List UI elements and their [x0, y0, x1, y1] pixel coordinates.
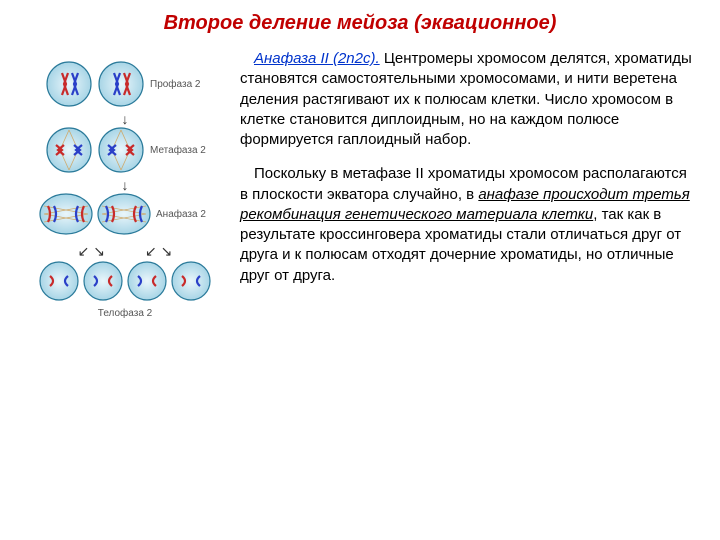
stage-metaphase: Метафаза 2 — [44, 125, 206, 175]
metaphase-cell-1 — [44, 125, 94, 175]
telophase-cell-2 — [82, 260, 124, 302]
content-row: Профаза 2 ↓ — [20, 49, 700, 319]
arrow-icon: ↙ ↘ — [145, 243, 172, 260]
telophase-cell-3 — [126, 260, 168, 302]
prophase-cells — [44, 59, 146, 109]
anaphase-cell-2 — [96, 191, 152, 237]
page-title: Второе деление мейоза (эквационное) — [20, 12, 700, 35]
paragraph-2: Поскольку в метафазе II хроматиды хромос… — [240, 164, 692, 286]
stage-telophase — [38, 260, 212, 302]
anaphase-cells — [38, 191, 152, 237]
metaphase-cells — [44, 125, 146, 175]
anaphase-cell-1 — [38, 191, 94, 237]
telophase-cell-4 — [170, 260, 212, 302]
arrow-icon: ↓ — [122, 181, 129, 191]
stage-prophase: Профаза 2 — [44, 59, 206, 109]
paragraph-1: Анафаза II (2n2c). Центромеры хромосом д… — [240, 49, 692, 150]
arrow-icon: ↙ ↘ — [78, 243, 105, 260]
diagram-column: Профаза 2 ↓ — [20, 49, 230, 319]
prophase-label: Профаза 2 — [150, 79, 206, 90]
anaphase-label: Анафаза 2 — [156, 209, 212, 220]
split-arrows: ↙ ↘ ↙ ↘ — [78, 243, 173, 260]
metaphase-cell-2 — [96, 125, 146, 175]
stage-anaphase: Анафаза 2 — [38, 191, 212, 237]
telophase-label: Телофаза 2 — [97, 308, 153, 319]
arrow-icon: ↓ — [122, 115, 129, 125]
prophase-cell-2 — [96, 59, 146, 109]
metaphase-label: Метафаза 2 — [150, 145, 206, 156]
text-column: Анафаза II (2n2c). Центромеры хромосом д… — [240, 49, 700, 319]
phase-label: Анафаза II (2n2c). — [254, 50, 380, 67]
telophase-cell-1 — [38, 260, 80, 302]
prophase-cell-1 — [44, 59, 94, 109]
